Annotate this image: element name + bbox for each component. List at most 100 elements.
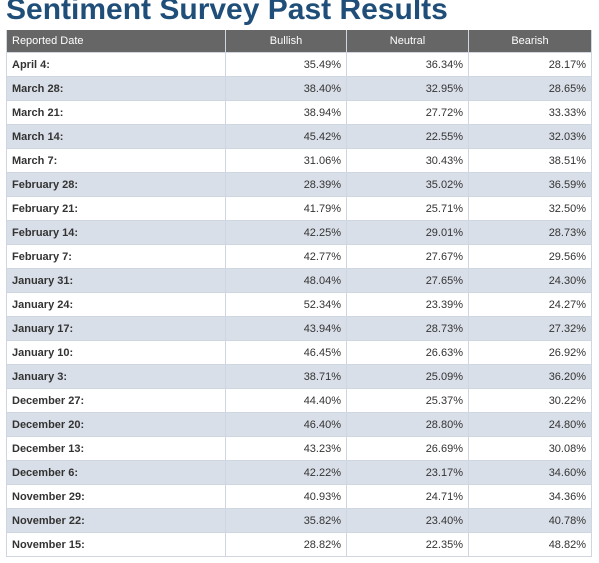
table-row: December 13: 43.23% 26.69% 30.08% xyxy=(6,436,592,461)
column-header-bearish: Bearish xyxy=(468,30,592,53)
table-row: December 20: 46.40% 28.80% 24.80% xyxy=(6,412,592,437)
bullish-cell: 52.34% xyxy=(225,292,347,317)
bullish-cell: 38.40% xyxy=(225,76,347,101)
table-row: November 29: 40.93% 24.71% 34.36% xyxy=(6,484,592,509)
bearish-cell: 48.82% xyxy=(468,532,592,557)
neutral-cell: 23.40% xyxy=(346,508,469,533)
bullish-cell: 43.23% xyxy=(225,436,347,461)
column-header-reported-date: Reported Date xyxy=(6,30,226,53)
reported-date-cell: February 28: xyxy=(6,172,226,197)
bearish-cell: 24.27% xyxy=(468,292,592,317)
reported-date-cell: March 21: xyxy=(6,100,226,125)
neutral-cell: 29.01% xyxy=(346,220,469,245)
table-header: Reported Date Bullish Neutral Bearish xyxy=(6,30,592,53)
neutral-cell: 22.55% xyxy=(346,124,469,149)
bullish-cell: 28.82% xyxy=(225,532,347,557)
neutral-cell: 30.43% xyxy=(346,148,469,173)
bearish-cell: 36.59% xyxy=(468,172,592,197)
table-row: March 14: 45.42% 22.55% 32.03% xyxy=(6,124,592,149)
column-header-bullish: Bullish xyxy=(225,30,347,53)
header-row: Reported Date Bullish Neutral Bearish xyxy=(6,30,592,53)
bearish-cell: 40.78% xyxy=(468,508,592,533)
bullish-cell: 42.25% xyxy=(225,220,347,245)
bullish-cell: 28.39% xyxy=(225,172,347,197)
bearish-cell: 30.22% xyxy=(468,388,592,413)
table-row: December 6: 42.22% 23.17% 34.60% xyxy=(6,460,592,485)
neutral-cell: 25.37% xyxy=(346,388,469,413)
reported-date-cell: December 13: xyxy=(6,436,226,461)
bullish-cell: 43.94% xyxy=(225,316,347,341)
neutral-cell: 26.69% xyxy=(346,436,469,461)
table-row: April 4: 35.49% 36.34% 28.17% xyxy=(6,52,592,77)
column-header-neutral: Neutral xyxy=(346,30,469,53)
neutral-cell: 27.67% xyxy=(346,244,469,269)
bullish-cell: 45.42% xyxy=(225,124,347,149)
reported-date-cell: February 21: xyxy=(6,196,226,221)
bullish-cell: 31.06% xyxy=(225,148,347,173)
table-row: January 3: 38.71% 25.09% 36.20% xyxy=(6,364,592,389)
bullish-cell: 41.79% xyxy=(225,196,347,221)
bullish-cell: 48.04% xyxy=(225,268,347,293)
bullish-cell: 35.49% xyxy=(225,52,347,77)
bearish-cell: 33.33% xyxy=(468,100,592,125)
bearish-cell: 28.17% xyxy=(468,52,592,77)
bearish-cell: 34.60% xyxy=(468,460,592,485)
bullish-cell: 42.77% xyxy=(225,244,347,269)
neutral-cell: 28.80% xyxy=(346,412,469,437)
bullish-cell: 42.22% xyxy=(225,460,347,485)
reported-date-cell: April 4: xyxy=(6,52,226,77)
sentiment-results-table: Reported Date Bullish Neutral Bearish Ap… xyxy=(6,30,592,557)
reported-date-cell: November 22: xyxy=(6,508,226,533)
reported-date-cell: February 7: xyxy=(6,244,226,269)
neutral-cell: 25.71% xyxy=(346,196,469,221)
table-row: March 28: 38.40% 32.95% 28.65% xyxy=(6,76,592,101)
table-row: November 22: 35.82% 23.40% 40.78% xyxy=(6,508,592,533)
neutral-cell: 27.72% xyxy=(346,100,469,125)
bearish-cell: 38.51% xyxy=(468,148,592,173)
bearish-cell: 27.32% xyxy=(468,316,592,341)
reported-date-cell: March 7: xyxy=(6,148,226,173)
table-row: November 15: 28.82% 22.35% 48.82% xyxy=(6,532,592,557)
bullish-cell: 38.71% xyxy=(225,364,347,389)
bearish-cell: 34.36% xyxy=(468,484,592,509)
reported-date-cell: January 24: xyxy=(6,292,226,317)
bearish-cell: 26.92% xyxy=(468,340,592,365)
neutral-cell: 35.02% xyxy=(346,172,469,197)
bearish-cell: 32.50% xyxy=(468,196,592,221)
bearish-cell: 30.08% xyxy=(468,436,592,461)
reported-date-cell: January 10: xyxy=(6,340,226,365)
table-row: January 17: 43.94% 28.73% 27.32% xyxy=(6,316,592,341)
table-row: February 28: 28.39% 35.02% 36.59% xyxy=(6,172,592,197)
reported-date-cell: December 6: xyxy=(6,460,226,485)
bullish-cell: 35.82% xyxy=(225,508,347,533)
neutral-cell: 36.34% xyxy=(346,52,469,77)
bullish-cell: 38.94% xyxy=(225,100,347,125)
reported-date-cell: December 27: xyxy=(6,388,226,413)
table-row: January 10: 46.45% 26.63% 26.92% xyxy=(6,340,592,365)
neutral-cell: 28.73% xyxy=(346,316,469,341)
bearish-cell: 36.20% xyxy=(468,364,592,389)
bullish-cell: 44.40% xyxy=(225,388,347,413)
neutral-cell: 32.95% xyxy=(346,76,469,101)
reported-date-cell: March 14: xyxy=(6,124,226,149)
table-row: February 14: 42.25% 29.01% 28.73% xyxy=(6,220,592,245)
table-row: March 7: 31.06% 30.43% 38.51% xyxy=(6,148,592,173)
neutral-cell: 27.65% xyxy=(346,268,469,293)
neutral-cell: 23.39% xyxy=(346,292,469,317)
reported-date-cell: January 3: xyxy=(6,364,226,389)
page-title: Sentiment Survey Past Results xyxy=(6,0,448,26)
bearish-cell: 24.30% xyxy=(468,268,592,293)
bearish-cell: 24.80% xyxy=(468,412,592,437)
bearish-cell: 32.03% xyxy=(468,124,592,149)
reported-date-cell: March 28: xyxy=(6,76,226,101)
neutral-cell: 25.09% xyxy=(346,364,469,389)
table-row: January 31: 48.04% 27.65% 24.30% xyxy=(6,268,592,293)
bearish-cell: 28.65% xyxy=(468,76,592,101)
reported-date-cell: February 14: xyxy=(6,220,226,245)
reported-date-cell: December 20: xyxy=(6,412,226,437)
reported-date-cell: November 29: xyxy=(6,484,226,509)
reported-date-cell: January 31: xyxy=(6,268,226,293)
table-body: April 4: 35.49% 36.34% 28.17% March 28: 38.40… xyxy=(6,52,592,557)
table-row: February 21: 41.79% 25.71% 32.50% xyxy=(6,196,592,221)
table-row: March 21: 38.94% 27.72% 33.33% xyxy=(6,100,592,125)
